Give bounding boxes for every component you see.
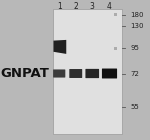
Bar	[114, 13, 117, 16]
Text: 130: 130	[130, 23, 144, 29]
Text: 4: 4	[107, 2, 112, 11]
FancyBboxPatch shape	[102, 69, 117, 79]
Text: 3: 3	[90, 2, 95, 11]
FancyBboxPatch shape	[69, 69, 82, 78]
Bar	[53, 9, 122, 134]
Text: 2: 2	[73, 2, 78, 11]
Text: GNPAT: GNPAT	[1, 67, 50, 80]
Text: 180: 180	[130, 12, 144, 18]
Text: 1: 1	[57, 2, 62, 11]
Text: 55: 55	[130, 104, 139, 110]
FancyBboxPatch shape	[53, 69, 65, 78]
Bar	[114, 47, 117, 50]
FancyBboxPatch shape	[85, 69, 99, 78]
Text: 95: 95	[130, 45, 139, 51]
Polygon shape	[54, 40, 66, 54]
Text: 72: 72	[130, 71, 139, 76]
